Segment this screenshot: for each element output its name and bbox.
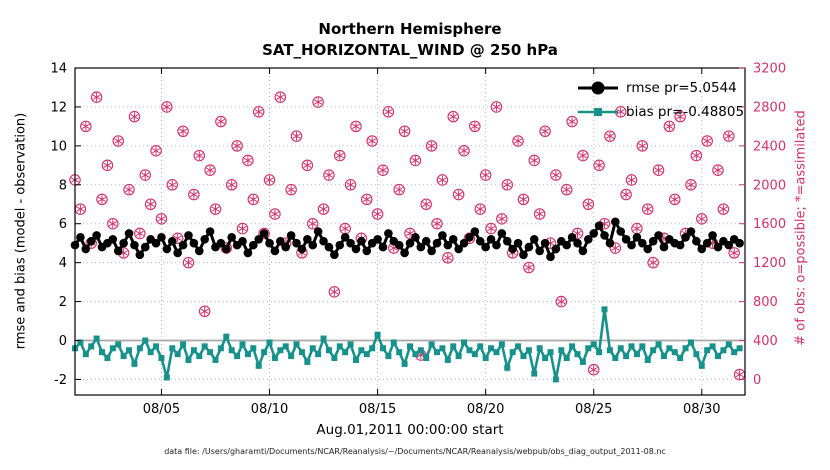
chart-subtitle: SAT_HORIZONTAL_WIND @ 250 hPa: [262, 41, 558, 59]
svg-text:08/25: 08/25: [575, 402, 612, 417]
bias-marker-icon: [578, 108, 618, 116]
legend-item-bias: bias pr=-0.48805: [576, 100, 744, 124]
svg-text:08/15: 08/15: [359, 402, 396, 417]
y-axis-label-left: rmse and bias (model - observation): [13, 112, 29, 350]
svg-text:6: 6: [59, 217, 67, 232]
legend-label-bias: bias pr=-0.48805: [626, 104, 745, 120]
svg-text:1200: 1200: [753, 256, 786, 271]
svg-text:3200: 3200: [753, 62, 786, 77]
svg-text:4: 4: [59, 256, 67, 271]
svg-text:2400: 2400: [753, 139, 786, 154]
svg-text:2800: 2800: [753, 100, 786, 115]
svg-text:0: 0: [753, 373, 761, 388]
svg-text:0: 0: [59, 334, 67, 349]
datafile-path: data file: /Users/gharamti/Documents/NCA…: [164, 447, 666, 456]
svg-text:1600: 1600: [753, 217, 786, 232]
legend: rmse pr=5.0544 bias pr=-0.48805: [576, 76, 744, 124]
legend-label-rmse: rmse pr=5.0544: [626, 80, 737, 96]
svg-text:14: 14: [50, 62, 67, 77]
svg-text:-2: -2: [54, 373, 67, 388]
svg-text:12: 12: [50, 100, 67, 115]
svg-text:2000: 2000: [753, 178, 786, 193]
svg-text:08/05: 08/05: [143, 402, 180, 417]
chart-title: Northern Hemisphere: [318, 20, 502, 38]
svg-text:800: 800: [753, 295, 778, 310]
rmse-marker-icon: [578, 81, 618, 95]
svg-text:2: 2: [59, 295, 67, 310]
x-axis-label: Aug.01,2011 00:00:00 start: [316, 422, 504, 438]
svg-text:08/20: 08/20: [467, 402, 504, 417]
y-axis-label-right: # of obs: o=possible; *=assimilated: [793, 110, 809, 346]
legend-item-rmse: rmse pr=5.0544: [576, 76, 744, 100]
svg-text:10: 10: [50, 139, 67, 154]
svg-text:400: 400: [753, 334, 778, 349]
svg-text:8: 8: [59, 178, 67, 193]
svg-text:08/30: 08/30: [683, 402, 720, 417]
svg-text:08/10: 08/10: [251, 402, 288, 417]
